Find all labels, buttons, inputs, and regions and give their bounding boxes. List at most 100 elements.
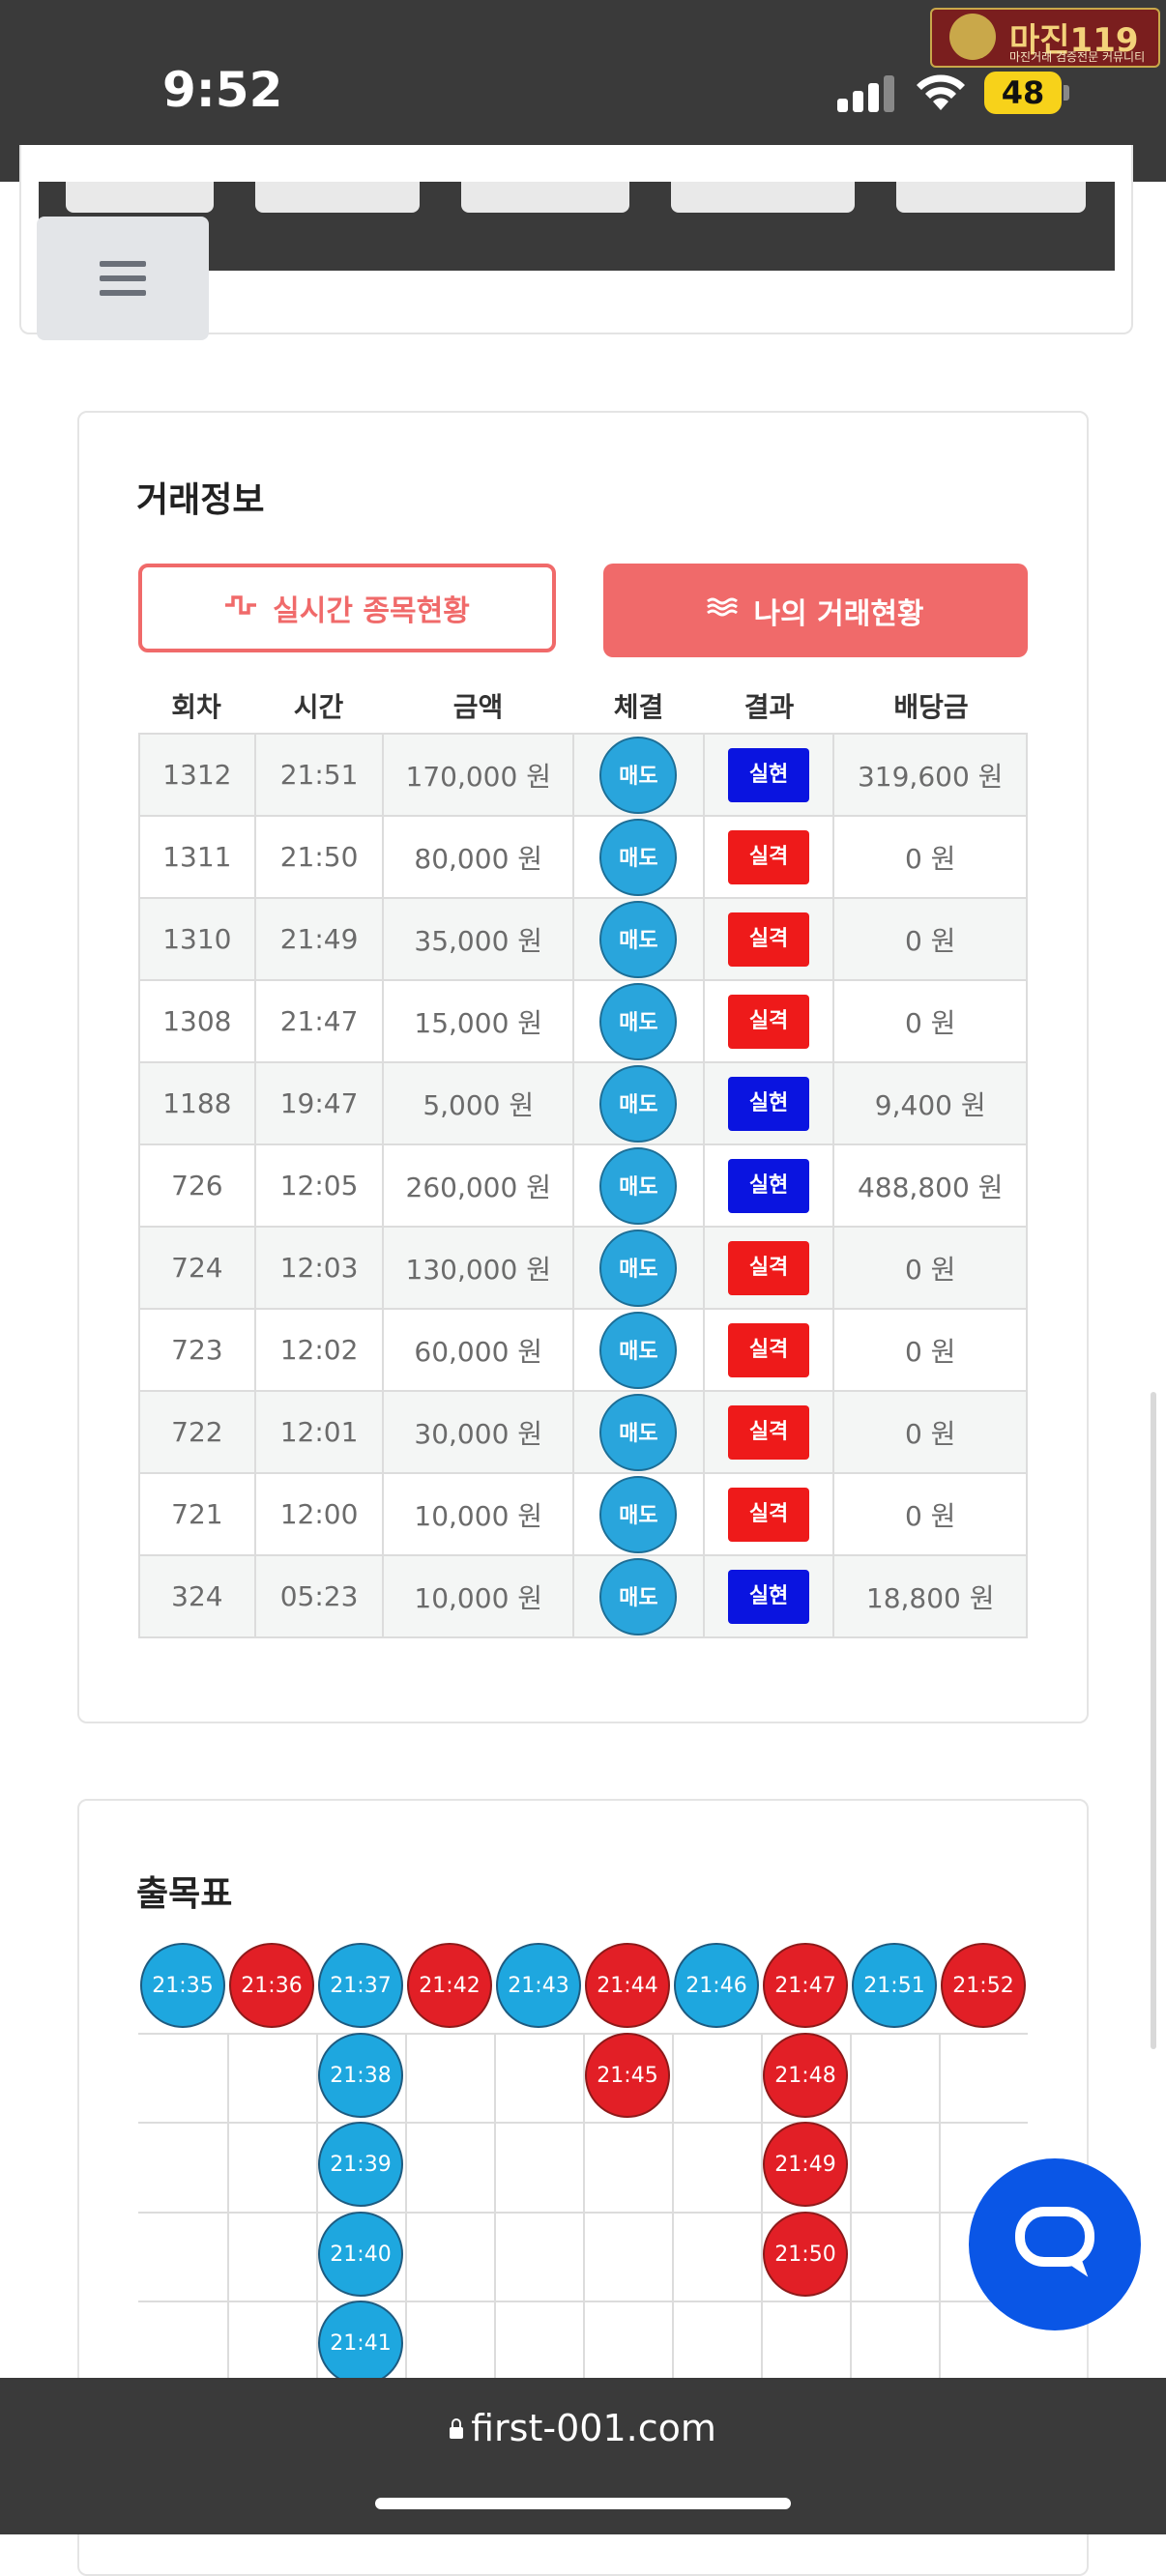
trade-info-title: 거래정보 [136, 480, 265, 520]
payout-cell: 0 원 [832, 815, 1028, 899]
board-col-line [405, 2033, 407, 2379]
board-col-line [583, 2033, 585, 2379]
waves-icon [707, 595, 739, 625]
blue-result-ball: 21:43 [496, 1943, 581, 2028]
time-cell: 21:50 [253, 815, 385, 899]
top-tab-5[interactable] [896, 182, 1086, 213]
red-result-ball: 21:47 [763, 1943, 848, 2028]
table-row: 1312 21:51 170,000 원 매도 실현 319,600 원 [138, 733, 1028, 817]
my-trades-label: 나의 거래현황 [753, 596, 924, 631]
col-header-payout: 배당금 [893, 691, 969, 723]
scrollbar[interactable] [1151, 1392, 1156, 2049]
blue-result-ball: 21:37 [318, 1943, 403, 2028]
red-result-ball: 21:52 [941, 1943, 1026, 2028]
board-col-line [850, 2033, 852, 2379]
result-cell: 실격 [702, 897, 835, 981]
time-cell: 21:47 [253, 979, 385, 1063]
amount-cell: 35,000 원 [382, 897, 574, 981]
blue-result-ball: 21:39 [318, 2122, 403, 2207]
sell-badge: 매도 [599, 1146, 678, 1225]
logo-emblem-icon [949, 14, 996, 60]
amount-cell: 130,000 원 [382, 1226, 574, 1310]
board-col-line [939, 2033, 941, 2379]
result-badge: 실현 [728, 747, 810, 802]
result-cell: 실격 [702, 1308, 835, 1392]
blue-result-ball: 21:46 [674, 1943, 759, 2028]
blue-result-ball: 21:38 [318, 2033, 403, 2118]
home-indicator[interactable] [375, 2498, 791, 2509]
sell-badge: 매도 [599, 982, 678, 1060]
result-cell: 실현 [702, 1143, 835, 1228]
time-cell: 21:51 [253, 733, 385, 817]
time-cell: 19:47 [253, 1061, 385, 1145]
top-tab-2[interactable] [255, 182, 420, 213]
table-row: 1188 19:47 5,000 원 매도 실현 9,400 원 [138, 1061, 1028, 1145]
table-row: 726 12:05 260,000 원 매도 실현 488,800 원 [138, 1143, 1028, 1228]
time-cell: 12:01 [253, 1390, 385, 1474]
amount-cell: 15,000 원 [382, 979, 574, 1063]
top-tab-1[interactable] [66, 182, 214, 213]
table-row: 1311 21:50 80,000 원 매도 실격 0 원 [138, 815, 1028, 899]
result-badge: 실격 [728, 1487, 810, 1542]
amount-cell: 80,000 원 [382, 815, 574, 899]
blue-result-ball: 21:51 [852, 1943, 937, 2028]
exec-cell: 매도 [572, 1390, 705, 1474]
amount-cell: 60,000 원 [382, 1308, 574, 1392]
sell-badge: 매도 [599, 900, 678, 978]
sell-badge: 매도 [599, 1557, 678, 1635]
exec-cell: 매도 [572, 815, 705, 899]
board-col-line [227, 2033, 229, 2379]
payout-cell: 9,400 원 [832, 1061, 1028, 1145]
result-cell: 실격 [702, 1226, 835, 1310]
payout-cell: 0 원 [832, 1226, 1028, 1310]
time-cell: 05:23 [253, 1554, 385, 1638]
exec-cell: 매도 [572, 1061, 705, 1145]
table-row: 1308 21:47 15,000 원 매도 실격 0 원 [138, 979, 1028, 1063]
hamburger-menu-button[interactable] [37, 217, 209, 340]
table-row: 724 12:03 130,000 원 매도 실격 0 원 [138, 1226, 1028, 1310]
logo-sub-text: 마진거래 검증전문 커뮤니티 [1009, 50, 1146, 64]
payout-cell: 319,600 원 [832, 733, 1028, 817]
round-cell: 724 [138, 1226, 256, 1310]
sell-badge: 매도 [599, 818, 678, 896]
round-cell: 721 [138, 1472, 256, 1556]
payout-cell: 0 원 [832, 1390, 1028, 1474]
round-cell: 1312 [138, 733, 256, 817]
amount-cell: 170,000 원 [382, 733, 574, 817]
col-header-time: 시간 [293, 691, 344, 723]
col-header-execution: 체결 [613, 691, 664, 723]
payout-cell: 18,800 원 [832, 1554, 1028, 1638]
my-trades-button[interactable]: 나의 거래현황 [603, 564, 1028, 657]
table-row: 721 12:00 10,000 원 매도 실격 0 원 [138, 1472, 1028, 1556]
result-cell: 실현 [702, 733, 835, 817]
sell-badge: 매도 [599, 1064, 678, 1143]
result-badge: 실격 [728, 829, 810, 884]
round-cell: 1310 [138, 897, 256, 981]
top-tab-3[interactable] [461, 182, 629, 213]
result-badge: 실격 [728, 994, 810, 1049]
board-col-line [494, 2033, 496, 2379]
red-result-ball: 21:49 [763, 2122, 848, 2207]
result-badge: 실현 [728, 1569, 810, 1624]
chat-bubble-icon [1015, 2207, 1094, 2267]
battery-tip [1064, 85, 1069, 101]
result-cell: 실현 [702, 1061, 835, 1145]
realtime-status-button[interactable]: 실시간 종목현황 [138, 564, 556, 652]
payout-cell: 0 원 [832, 1472, 1028, 1556]
cellular-signal-icon [837, 73, 895, 112]
table-row: 722 12:01 30,000 원 매도 실격 0 원 [138, 1390, 1028, 1474]
blue-result-ball: 21:41 [318, 2301, 403, 2386]
address-bar[interactable]: first-001.com [0, 2407, 1166, 2449]
result-badge: 실격 [728, 1322, 810, 1377]
top-tab-4[interactable] [671, 182, 855, 213]
sell-badge: 매도 [599, 1475, 678, 1553]
chat-button[interactable] [969, 2158, 1141, 2330]
trade-table: 1312 21:51 170,000 원 매도 실현 319,600 원 1311 21:50… [138, 733, 1028, 1638]
result-badge: 실현 [728, 1158, 810, 1213]
amount-cell: 260,000 원 [382, 1143, 574, 1228]
exec-cell: 매도 [572, 1143, 705, 1228]
exec-cell: 매도 [572, 733, 705, 817]
exec-cell: 매도 [572, 1554, 705, 1638]
table-row: 324 05:23 10,000 원 매도 실현 18,800 원 [138, 1554, 1028, 1638]
trade-table-header: 회차 시간 금액 체결 결과 배당금 [138, 686, 1028, 735]
